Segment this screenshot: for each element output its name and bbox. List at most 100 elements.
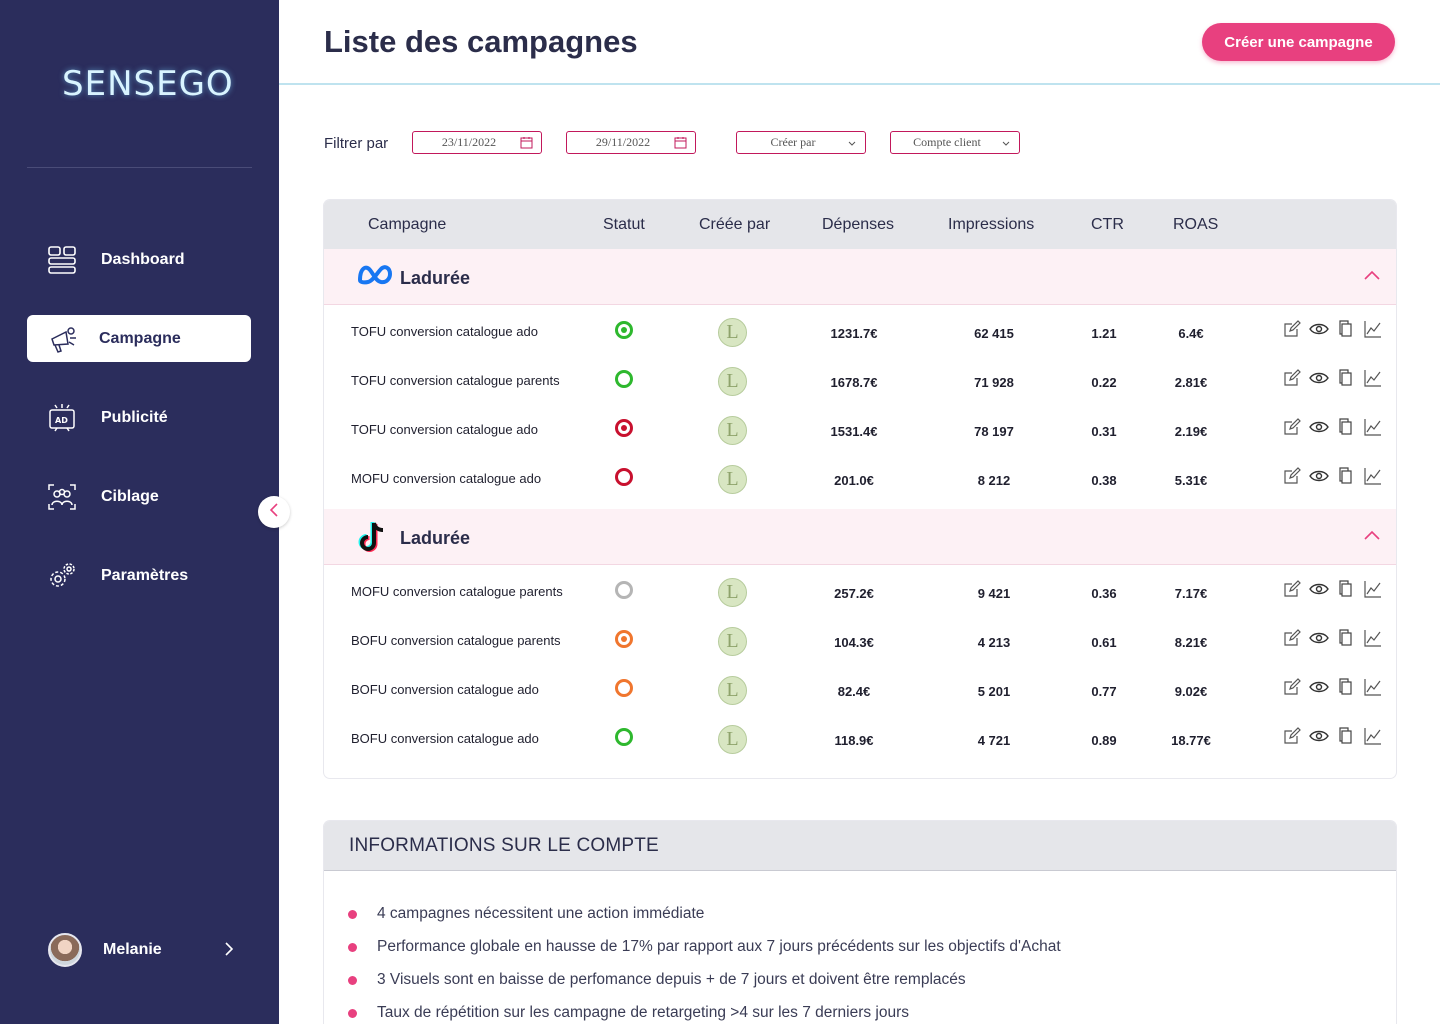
edit-icon[interactable] xyxy=(1282,579,1302,599)
creator-avatar: L xyxy=(718,725,747,754)
spend-value: 1678.7€ xyxy=(830,375,878,390)
stats-icon[interactable] xyxy=(1363,466,1383,486)
status-indicator[interactable] xyxy=(615,468,633,486)
status-indicator[interactable] xyxy=(615,370,633,388)
table-row[interactable]: BOFU conversion catalogue ado L 82.4€ 5 201… xyxy=(324,663,1396,712)
eye-icon[interactable] xyxy=(1309,579,1329,599)
ctr-value: 0.89 xyxy=(1091,733,1117,748)
created-by-select[interactable]: Créer par xyxy=(736,131,866,154)
edit-icon[interactable] xyxy=(1282,628,1302,648)
edit-icon[interactable] xyxy=(1282,319,1302,339)
status-indicator[interactable] xyxy=(615,419,633,437)
date-start-filter[interactable]: 23/11/2022 xyxy=(412,131,542,154)
ctr-value: 0.22 xyxy=(1091,375,1117,390)
group-name: Ladurée xyxy=(400,528,471,548)
eye-icon[interactable] xyxy=(1309,628,1329,648)
stats-icon[interactable] xyxy=(1363,319,1383,339)
eye-icon[interactable] xyxy=(1309,417,1329,437)
sidebar-item-ciblage[interactable]: Ciblage xyxy=(27,473,251,520)
client-account-select[interactable]: Compte client xyxy=(890,131,1020,154)
table-row[interactable]: MOFU conversion catalogue parents L 257.2€… xyxy=(324,565,1396,614)
status-indicator[interactable] xyxy=(615,679,633,697)
status-indicator[interactable] xyxy=(615,728,633,746)
spend-value: 1231.7€ xyxy=(830,326,878,341)
stats-icon[interactable] xyxy=(1363,368,1383,388)
sidebar-collapse-button[interactable] xyxy=(258,496,290,528)
ad-icon: AD xyxy=(45,401,79,435)
user-menu[interactable]: Melanie xyxy=(48,932,238,968)
column-header[interactable]: Créée par xyxy=(699,216,771,233)
copy-icon[interactable] xyxy=(1336,368,1356,388)
row-actions xyxy=(1282,466,1383,486)
eye-icon[interactable] xyxy=(1309,726,1329,746)
stats-icon[interactable] xyxy=(1363,677,1383,697)
campaign-name[interactable]: BOFU conversion catalogue parents xyxy=(351,633,561,648)
campaign-name[interactable]: BOFU conversion catalogue ado xyxy=(351,682,539,697)
column-header[interactable]: Campagne xyxy=(368,216,447,233)
chevron-down-icon xyxy=(847,137,857,152)
campaign-name[interactable]: BOFU conversion catalogue ado xyxy=(351,731,539,746)
list-item: Performance globale en hausse de 17% par… xyxy=(348,938,1061,971)
sidebar-item-parametres[interactable]: Paramètres xyxy=(27,552,251,599)
create-campaign-button[interactable]: Créer une campagne xyxy=(1202,23,1395,61)
meta-logo-icon xyxy=(356,262,394,293)
edit-icon[interactable] xyxy=(1282,417,1302,437)
status-indicator[interactable] xyxy=(615,581,633,599)
status-indicator[interactable] xyxy=(615,321,633,339)
sidebar-item-label: Paramètres xyxy=(101,566,189,584)
eye-icon[interactable] xyxy=(1309,368,1329,388)
campaign-name[interactable]: MOFU conversion catalogue ado xyxy=(351,471,542,486)
roas-value: 18.77€ xyxy=(1171,733,1211,748)
copy-icon[interactable] xyxy=(1336,628,1356,648)
creator-avatar: L xyxy=(718,367,747,396)
impressions-value: 62 415 xyxy=(974,326,1014,341)
campaign-name[interactable]: TOFU conversion catalogue parents xyxy=(351,373,560,388)
table-row[interactable]: TOFU conversion catalogue ado L 1231.7€ 62 … xyxy=(324,305,1396,354)
sidebar-item-dashboard[interactable]: Dashboard xyxy=(27,236,251,283)
creator-avatar: L xyxy=(718,416,747,445)
copy-icon[interactable] xyxy=(1336,726,1356,746)
sidebar-item-publicite[interactable]: AD Publicité xyxy=(27,394,251,441)
eye-icon[interactable] xyxy=(1309,466,1329,486)
status-indicator[interactable] xyxy=(615,630,633,648)
chevron-up-icon[interactable] xyxy=(1364,267,1380,285)
edit-icon[interactable] xyxy=(1282,368,1302,388)
table-row[interactable]: BOFU conversion catalogue parents L 104.3€… xyxy=(324,614,1396,663)
stats-icon[interactable] xyxy=(1363,417,1383,437)
group-header-meta[interactable]: Ladurée xyxy=(324,249,1396,305)
sidebar-item-campagne[interactable]: Campagne xyxy=(27,315,251,362)
table-row[interactable]: TOFU conversion catalogue parents L 1678.7… xyxy=(324,354,1396,403)
copy-icon[interactable] xyxy=(1336,466,1356,486)
table-row[interactable]: TOFU conversion catalogue ado L 1531.4€ 78 … xyxy=(324,403,1396,452)
group-header-tiktok[interactable]: Ladurée xyxy=(324,509,1396,565)
stats-icon[interactable] xyxy=(1363,628,1383,648)
edit-icon[interactable] xyxy=(1282,726,1302,746)
impressions-value: 78 197 xyxy=(974,424,1014,439)
copy-icon[interactable] xyxy=(1336,417,1356,437)
chevron-up-icon[interactable] xyxy=(1364,527,1380,545)
account-info-list: 4 campagnes nécessitent une action imméd… xyxy=(348,905,1061,1024)
eye-icon[interactable] xyxy=(1309,319,1329,339)
chevron-left-icon xyxy=(269,502,279,523)
copy-icon[interactable] xyxy=(1336,579,1356,599)
campaign-name[interactable]: MOFU conversion catalogue parents xyxy=(351,584,563,599)
edit-icon[interactable] xyxy=(1282,466,1302,486)
gear-icon xyxy=(45,559,79,593)
column-header[interactable]: CTR xyxy=(1091,216,1124,233)
eye-icon[interactable] xyxy=(1309,677,1329,697)
copy-icon[interactable] xyxy=(1336,677,1356,697)
column-header[interactable]: ROAS xyxy=(1173,216,1219,233)
stats-icon[interactable] xyxy=(1363,579,1383,599)
copy-icon[interactable] xyxy=(1336,319,1356,339)
date-end-filter[interactable]: 29/11/2022 xyxy=(566,131,696,154)
campaign-name[interactable]: TOFU conversion catalogue ado xyxy=(351,422,538,437)
stats-icon[interactable] xyxy=(1363,726,1383,746)
edit-icon[interactable] xyxy=(1282,677,1302,697)
column-header[interactable]: Impressions xyxy=(948,216,1035,233)
table-row[interactable]: MOFU conversion catalogue ado L 201.0€ 8 21… xyxy=(324,452,1396,501)
campaign-name[interactable]: TOFU conversion catalogue ado xyxy=(351,324,538,339)
column-header[interactable]: Dépenses xyxy=(822,216,895,233)
column-header[interactable]: Statut xyxy=(603,216,645,233)
calendar-icon xyxy=(674,136,687,153)
table-row[interactable]: BOFU conversion catalogue ado L 118.9€ 4 72… xyxy=(324,712,1396,761)
